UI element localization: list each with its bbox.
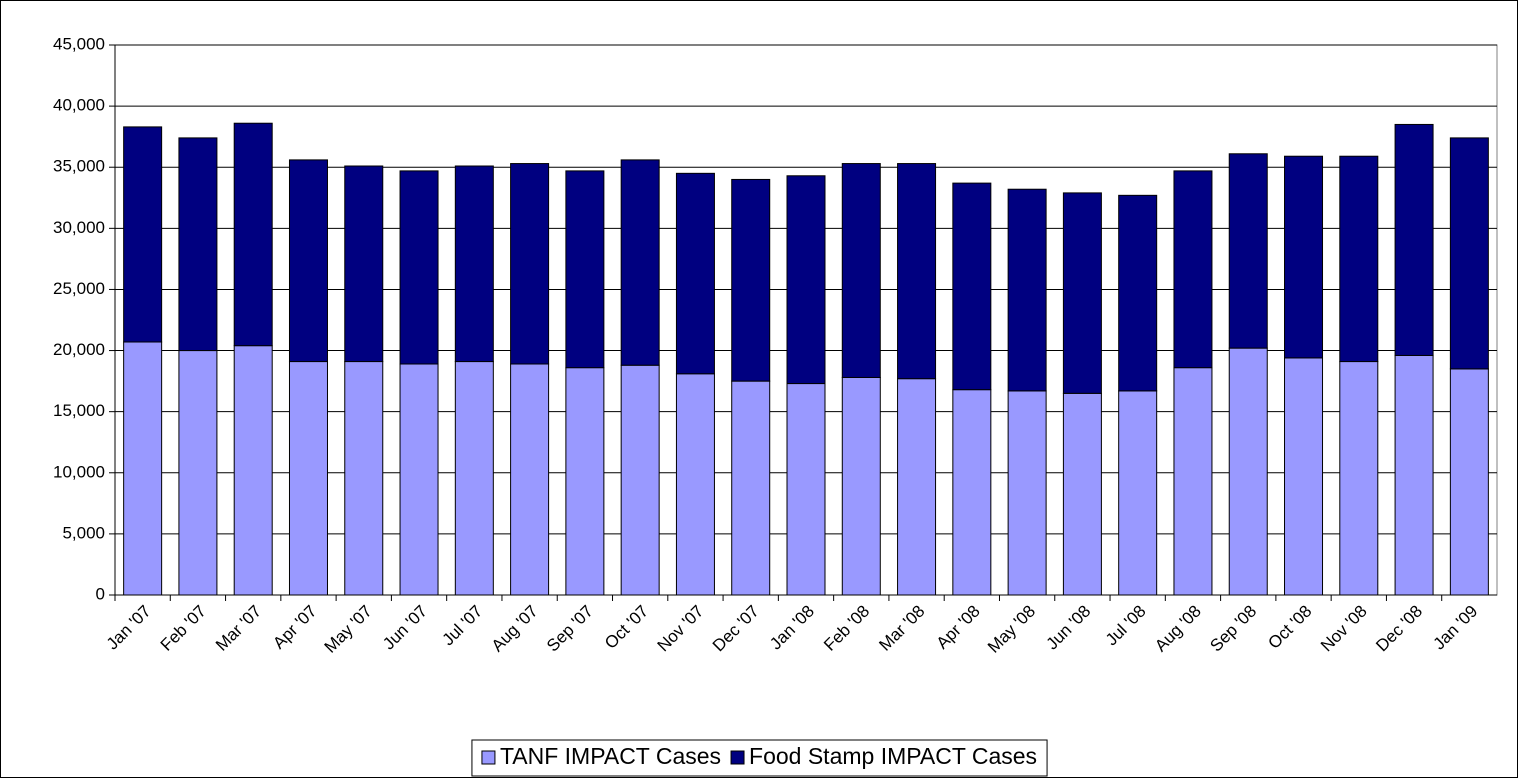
bar-segment: [952, 389, 992, 596]
bar-segment: [675, 373, 715, 596]
bar-segment: [1339, 155, 1379, 363]
y-tick-label: 10,000: [53, 462, 105, 481]
bar-segment: [344, 165, 384, 363]
bar-segment: [1394, 354, 1434, 596]
bar-segment: [1062, 192, 1102, 394]
y-tick-label: 0: [96, 584, 105, 603]
y-tick-label: 40,000: [53, 96, 105, 115]
bar-segment: [786, 383, 826, 596]
legend: TANF IMPACT Cases Food Stamp IMPACT Cases: [471, 739, 1048, 777]
bar-segment: [233, 345, 273, 596]
y-tick-label: 45,000: [53, 34, 105, 53]
bar-segment: [344, 361, 384, 596]
bar-segment: [1228, 347, 1268, 596]
bar-segment: [1284, 357, 1324, 596]
y-tick-label: 5,000: [62, 523, 105, 542]
legend-swatch: [730, 750, 745, 765]
bar-segment: [952, 182, 992, 391]
bar-segment: [786, 175, 826, 385]
bar-segment: [620, 159, 660, 366]
bar-segment: [1007, 188, 1047, 392]
bar-segment: [178, 137, 218, 352]
bar-segment: [841, 376, 881, 596]
legend-label: TANF IMPACT Cases: [500, 743, 721, 769]
bar-segment: [510, 163, 550, 365]
bar-segment: [1173, 170, 1213, 369]
bar-segment: [1118, 390, 1158, 596]
y-tick-label: 15,000: [53, 401, 105, 420]
bar-segment: [1062, 392, 1102, 596]
bar-segment: [1284, 155, 1324, 359]
bar-segment: [288, 159, 328, 363]
bar-segment: [731, 380, 771, 596]
bar-segment: [565, 367, 605, 596]
bar-segment: [897, 378, 937, 596]
legend-label: Food Stamp IMPACT Cases: [749, 743, 1037, 769]
bar-segment: [675, 172, 715, 375]
bar-segment: [454, 361, 494, 596]
bar-segment: [510, 363, 550, 596]
y-tick-label: 30,000: [53, 218, 105, 237]
bar-segment: [288, 361, 328, 596]
bar-segment: [1007, 390, 1047, 596]
bar-segment: [399, 170, 439, 365]
bar-segment: [565, 170, 605, 369]
bar-segment: [1228, 153, 1268, 349]
bar-segment: [178, 350, 218, 596]
bar-segment: [1394, 123, 1434, 356]
bar-segment: [620, 364, 660, 596]
bar-segment: [233, 122, 273, 347]
y-tick-label: 35,000: [53, 157, 105, 176]
bar-segment: [841, 163, 881, 378]
bar-segment: [1118, 194, 1158, 392]
bar-segment: [123, 126, 163, 343]
legend-swatch: [481, 750, 496, 765]
legend-box: [471, 739, 1048, 777]
y-tick-label: 25,000: [53, 279, 105, 298]
bar-segment: [1449, 137, 1489, 370]
bar-segment: [399, 363, 439, 596]
bar-segment: [1173, 367, 1213, 596]
bar-segment: [897, 163, 937, 380]
bar-segment: [1449, 368, 1489, 596]
y-tick-label: 20,000: [53, 340, 105, 359]
bar-segment: [454, 165, 494, 363]
bar-segment: [123, 341, 163, 596]
bar-segment: [731, 178, 771, 382]
bar-segment: [1339, 361, 1379, 596]
